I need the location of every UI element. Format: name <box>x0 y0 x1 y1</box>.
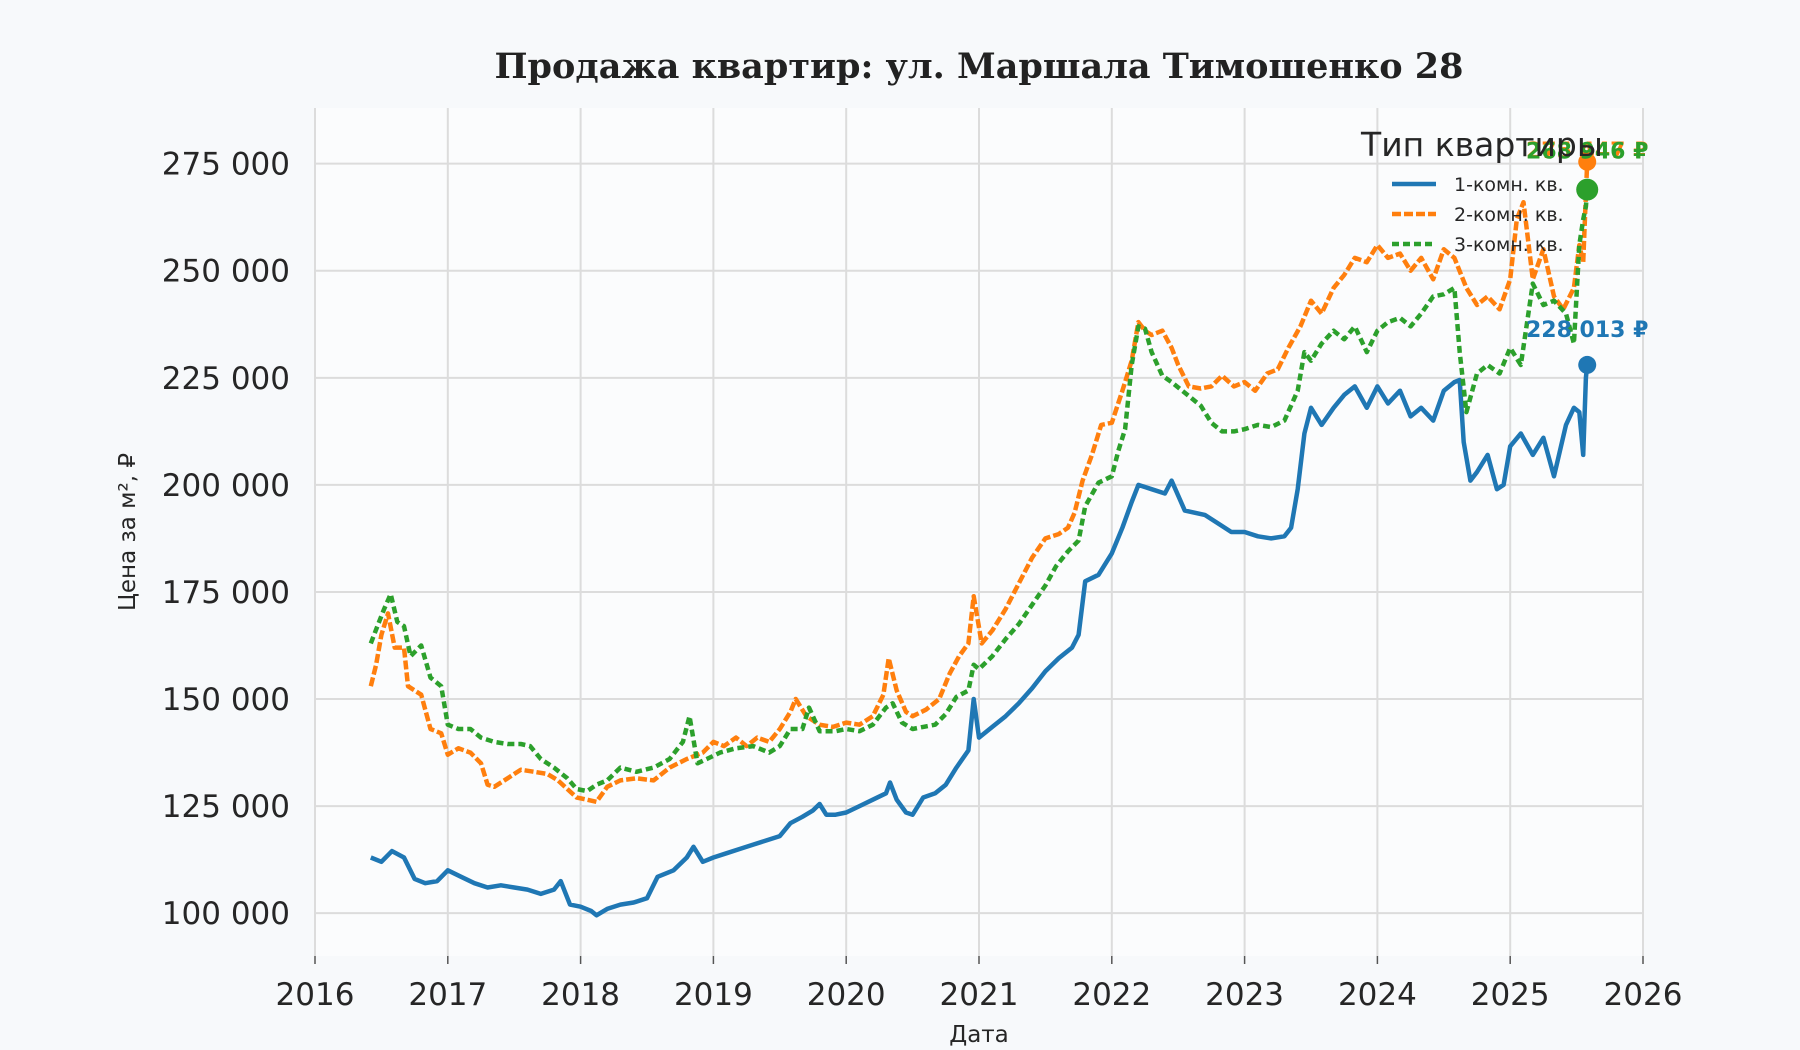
legend-label: 2-комн. кв. <box>1454 204 1564 226</box>
series-line <box>368 189 1590 794</box>
y-tick-label: 200 000 <box>162 468 290 504</box>
chart-title: Продажа квартир: ул. Маршала Тимошенко 2… <box>495 46 1464 87</box>
end-marker <box>1578 152 1597 171</box>
x-tick-label: 2024 <box>1338 977 1417 1013</box>
series-lines <box>368 161 1590 918</box>
x-tick-label: 2018 <box>541 977 620 1013</box>
end-value-label: 275 447 ₽ <box>1526 139 1648 164</box>
x-tick-label: 2020 <box>807 977 886 1013</box>
end-marker <box>1576 178 1599 201</box>
x-axis-label: Дата <box>949 1022 1009 1048</box>
y-axis-label: Цена за м², ₽ <box>115 453 141 611</box>
y-tick-label: 275 000 <box>162 147 290 183</box>
x-tick-label: 2025 <box>1471 977 1550 1013</box>
y-tick-label: 150 000 <box>162 682 290 718</box>
x-tick-label: 2019 <box>674 977 753 1013</box>
legend-title: Тип квартиры <box>1360 125 1603 164</box>
legend-label: 3-комн. кв. <box>1454 234 1564 256</box>
end-markers: 228 013 ₽ 275 447 ₽268 946 ₽ <box>1526 139 1648 374</box>
x-tick-label: 2017 <box>408 977 487 1013</box>
series-line <box>369 364 1590 918</box>
y-tick-label: 175 000 <box>162 575 290 611</box>
series-line <box>368 161 1590 805</box>
x-tick-label: 2016 <box>276 977 355 1013</box>
y-tick-label: 250 000 <box>162 254 290 290</box>
y-tick-label: 225 000 <box>162 361 290 397</box>
legend-label: 1-комн. кв. <box>1454 174 1564 196</box>
legend: Тип квартиры 1-комн. кв. 2-комн. кв. 3-ком… <box>1360 125 1603 256</box>
x-tick-label: 2022 <box>1072 977 1151 1013</box>
legend-items: 1-комн. кв. 2-комн. кв. 3-комн. кв. <box>1392 174 1564 256</box>
end-value-label: 268 946 ₽ <box>1526 140 1648 165</box>
x-tick-label: 2026 <box>1604 977 1683 1013</box>
end-marker <box>1578 355 1597 374</box>
x-tick-label: 2023 <box>1205 977 1284 1013</box>
y-tick-label: 100 000 <box>162 896 290 932</box>
axes: 2016 2017 2018 2019 2020 2021 2022 2023 2024 2025… <box>162 147 1683 1013</box>
end-value-label: 228 013 ₽ <box>1526 318 1648 343</box>
x-tick-label: 2021 <box>940 977 1019 1013</box>
y-tick-label: 125 000 <box>162 789 290 825</box>
